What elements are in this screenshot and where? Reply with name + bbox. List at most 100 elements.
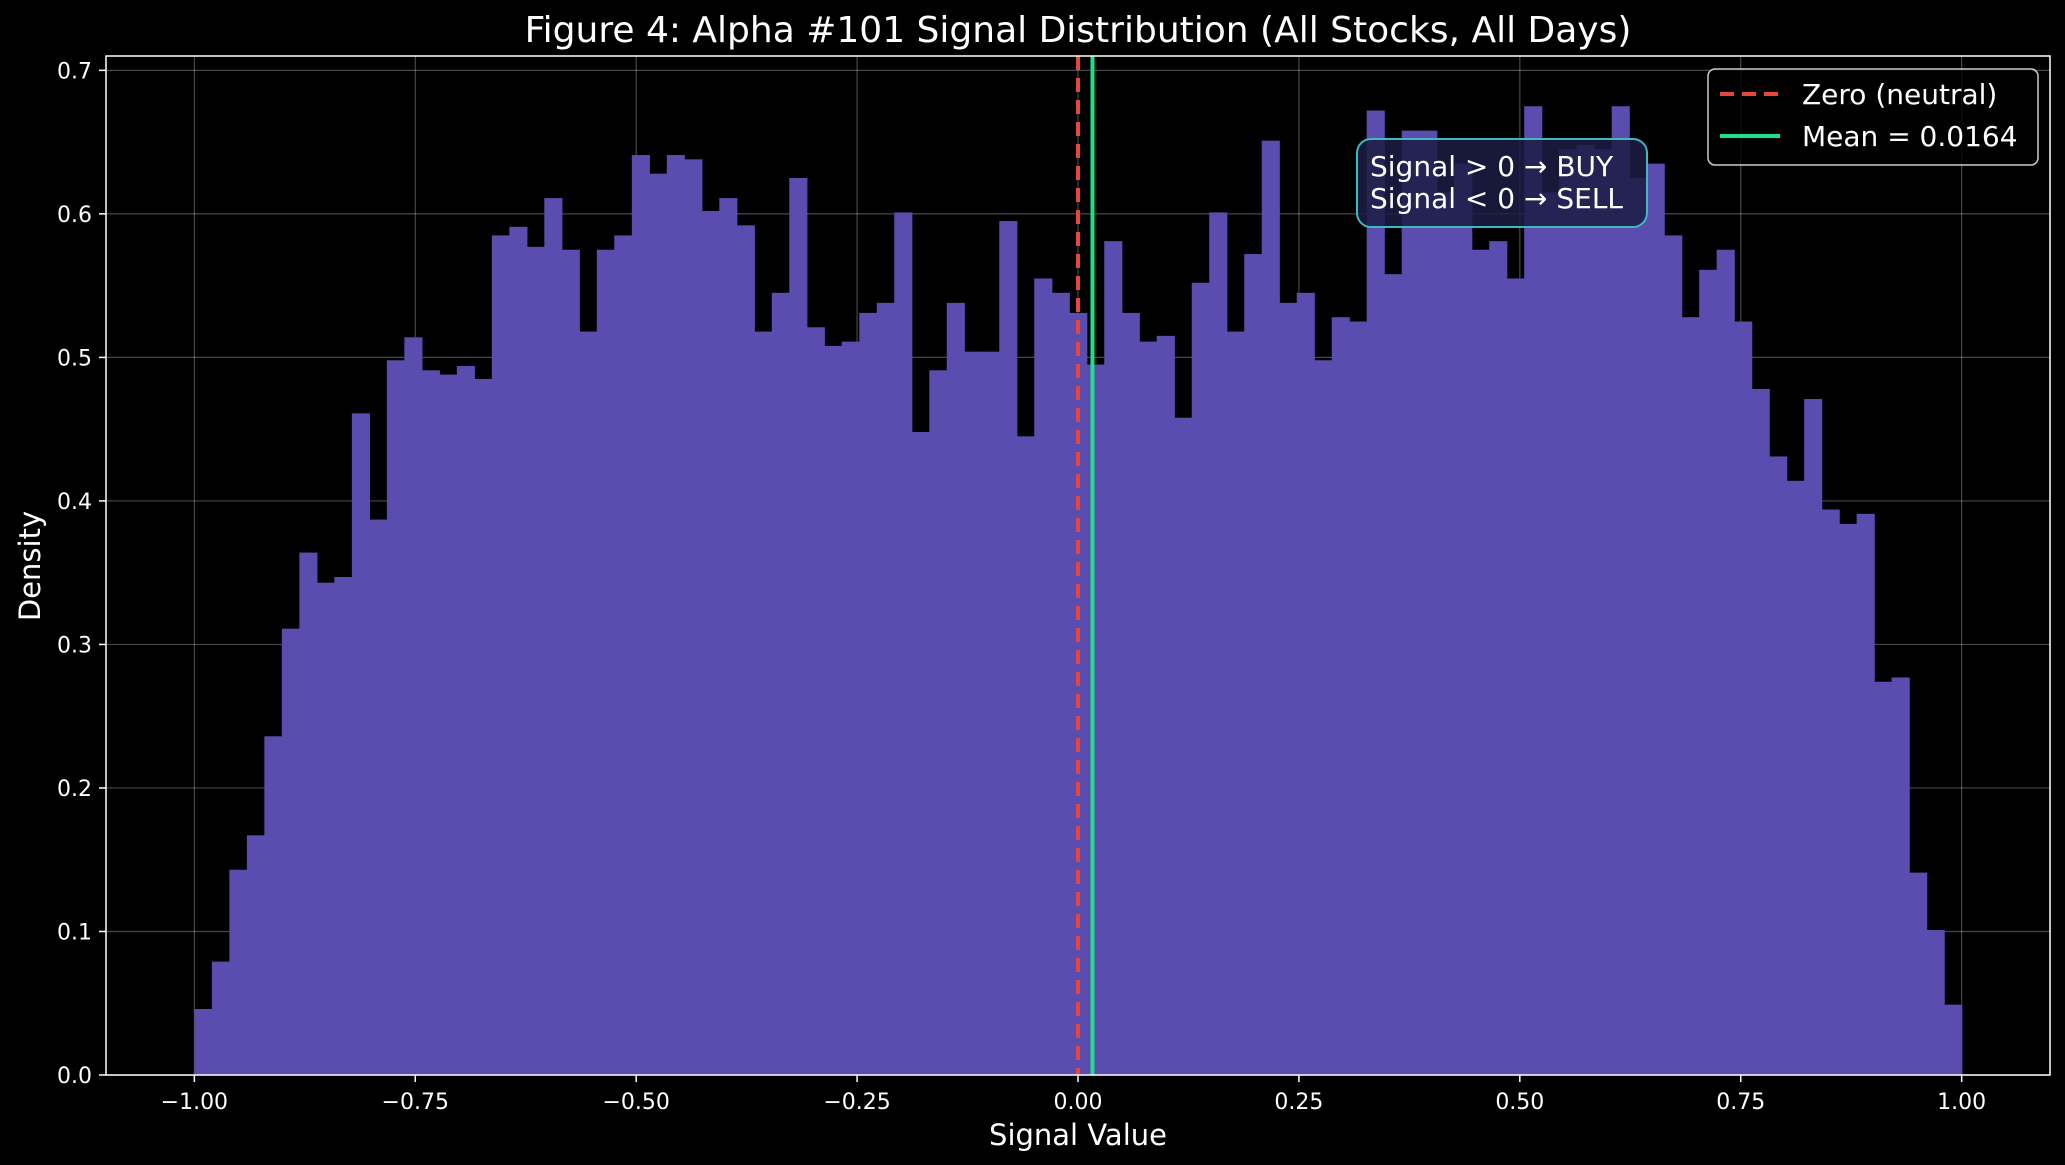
histogram-bar [1279,302,1298,1075]
histogram-bar [1594,149,1613,1076]
histogram-bar [1436,192,1455,1075]
histogram-bar [561,249,580,1075]
histogram-bar [1786,480,1805,1076]
histogram-bar [579,331,598,1076]
histogram-bar [1804,399,1823,1075]
histogram-bar [1681,317,1700,1075]
histogram-bar [1909,872,1928,1075]
histogram-bar [964,351,983,1075]
histogram-bar [981,351,1000,1075]
histogram-bar [1839,523,1858,1075]
histogram-bars [194,106,1963,1076]
histogram-bar [1541,192,1560,1075]
y-tick-label: 0.5 [57,346,92,371]
histogram-bar [824,345,843,1075]
histogram-bar [369,519,388,1075]
y-tick-label: 0.2 [57,777,92,802]
histogram-bar [1209,212,1228,1075]
histogram-bar [1856,513,1875,1075]
histogram-bar [1086,364,1105,1075]
histogram-bar [474,378,493,1075]
y-tick-label: 0.1 [57,920,92,945]
y-tick-label: 0.3 [57,633,92,658]
histogram-bar [1314,360,1333,1076]
histogram-bar [211,961,230,1075]
histogram-bar [1051,292,1070,1076]
histogram-bar [194,1008,213,1075]
histogram-bar [859,312,878,1075]
histogram-bar [1016,436,1035,1075]
histogram-bar [1891,677,1910,1075]
histogram-bar [1226,331,1245,1076]
histogram-bar [1331,317,1350,1075]
x-axis-label: Signal Value [989,1118,1167,1152]
histogram-bar [1611,106,1630,1075]
histogram-bar [684,159,703,1075]
histogram-bar [929,370,948,1075]
histogram-bar [701,211,720,1076]
axis-ticks: −1.00 −0.75 −0.50 −0.25 0.00 0.25 0.50 0.75 1.00… [57,59,1986,1115]
histogram-bar [1524,106,1543,1075]
histogram-bar [1821,509,1840,1076]
histogram-bar [351,413,370,1075]
histogram-bar [1261,140,1280,1075]
histogram-bar [1769,456,1788,1075]
histogram-bar [719,198,738,1075]
histogram-bar [1716,249,1735,1075]
histogram-bar [1069,312,1088,1075]
histogram-bar [1734,321,1753,1075]
histogram-bar [1104,241,1123,1075]
y-tick-label: 0.0 [57,1064,92,1089]
annotation-buy-text: Signal > 0 → BUY [1370,150,1614,183]
histogram-bar [649,173,668,1075]
x-tick-label: 0.00 [1054,1090,1103,1115]
y-axis-label: Density [13,511,47,621]
histogram-bar [946,302,965,1075]
histogram-bar [911,432,930,1075]
histogram-bar [1454,163,1473,1075]
histogram-bar [1349,321,1368,1075]
histogram-bar [1121,312,1140,1075]
histogram-bar [1191,282,1210,1075]
histogram-bar [1034,278,1053,1075]
histogram-bar [1576,144,1595,1075]
histogram-bar [229,869,248,1075]
histogram-bar [456,366,475,1076]
histogram-bar [1489,241,1508,1075]
histogram-bar [754,331,773,1076]
histogram-bar [1664,235,1683,1075]
histogram-bar [1366,110,1385,1075]
legend-frame [1707,68,2039,166]
histogram-bar [544,198,563,1075]
histogram-bar [386,360,405,1076]
histogram-bar [771,292,790,1076]
reference-lines [1076,56,1095,1075]
histogram-bar [1244,254,1263,1076]
histogram-bar [999,221,1018,1075]
histogram-bar [1699,269,1718,1076]
histogram-bar [1174,417,1193,1076]
x-tick-label: 1.00 [1937,1090,1986,1115]
legend-zero-label: Zero (neutral) [1802,78,1997,111]
x-tick-label: 0.50 [1495,1090,1544,1115]
histogram-bar [1156,335,1175,1075]
histogram-bar [1646,163,1665,1075]
y-tick-label: 0.6 [57,203,92,228]
histogram-bar [1139,341,1158,1075]
histogram-bar [246,835,265,1075]
annotation-frame [1356,138,1648,228]
histogram-bar [1401,130,1420,1075]
histogram-bar [806,327,825,1075]
histogram-bar [736,225,755,1076]
histogram-bar [1419,130,1438,1075]
histogram-bar [439,374,458,1075]
histogram-bar [509,226,528,1075]
histogram-bar [334,576,353,1075]
x-tick-label: 0.25 [1274,1090,1323,1115]
annotation-sell-text: Signal < 0 → SELL [1370,182,1623,215]
histogram-bar [1559,149,1578,1076]
histogram-bar [876,302,895,1075]
histogram-bar [491,235,510,1075]
histogram-bar [1471,249,1490,1075]
